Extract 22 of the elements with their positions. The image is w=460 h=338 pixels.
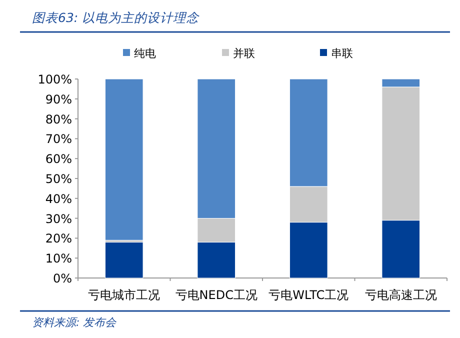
y-tick-label: 60% bbox=[45, 152, 72, 166]
y-tick-label: 100% bbox=[38, 72, 72, 86]
y-tick-label: 30% bbox=[45, 212, 72, 226]
legend-label: 串联 bbox=[331, 47, 353, 60]
x-tick-label: 亏电NEDC工况 bbox=[175, 288, 258, 302]
y-tick-label: 70% bbox=[45, 132, 72, 146]
y-tick-label: 80% bbox=[45, 112, 72, 126]
x-tick-label: 亏电WLTC工况 bbox=[268, 288, 349, 302]
x-tick-label: 亏电高速工况 bbox=[364, 288, 437, 302]
x-tick-label: 亏电城市工况 bbox=[88, 288, 160, 302]
bar bbox=[104, 242, 144, 278]
y-tick-label: 10% bbox=[45, 252, 72, 266]
chart-title: 图表63: 以电为主的设计理念 bbox=[32, 10, 200, 25]
legend-label: 并联 bbox=[233, 47, 255, 60]
text: 资料来源: 发布会 bbox=[32, 316, 118, 329]
y-tick-label: 0% bbox=[52, 272, 72, 286]
y-tick-label: 40% bbox=[45, 192, 72, 206]
legend-label: 纯电 bbox=[134, 47, 156, 60]
y-tick-label: 90% bbox=[45, 92, 72, 106]
y-tick-label: 20% bbox=[45, 232, 72, 246]
y-tick-label: 50% bbox=[45, 172, 72, 186]
bar bbox=[104, 78, 144, 240]
